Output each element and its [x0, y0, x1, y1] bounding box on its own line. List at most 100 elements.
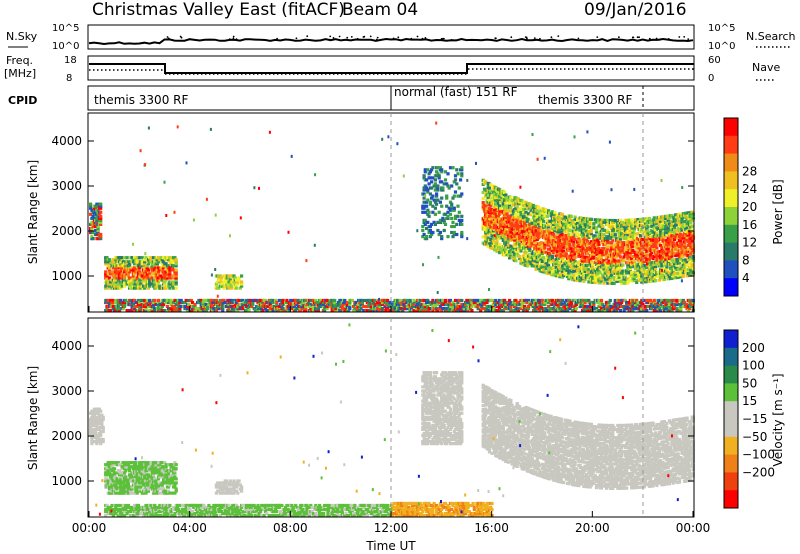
rti-cell — [577, 276, 581, 281]
rti-cell — [592, 304, 596, 309]
rti-cell — [539, 307, 543, 311]
rti-cell — [138, 304, 142, 309]
rti-cell — [353, 307, 357, 311]
rti-cell — [509, 230, 513, 234]
rti-cell — [174, 302, 178, 307]
rti-cell — [563, 241, 567, 246]
rti-cell — [598, 236, 602, 240]
rti-cell — [124, 298, 128, 303]
rti-cell — [304, 307, 308, 311]
rti-cell — [116, 282, 120, 286]
rti-cell — [616, 251, 620, 255]
rti-cell — [299, 300, 303, 305]
rti-cell — [107, 258, 112, 262]
rti-cell — [558, 248, 562, 252]
rti-cell — [501, 309, 505, 313]
rti-cell — [608, 279, 612, 283]
rti-cell — [608, 267, 612, 271]
rti-cell — [156, 307, 161, 311]
rti-cell — [214, 298, 218, 303]
rti-cell — [581, 277, 585, 281]
rti-cell — [675, 298, 679, 303]
rti-cell — [519, 210, 523, 215]
rti-cell — [401, 300, 405, 305]
rti-cell — [183, 307, 187, 311]
rti-cell — [398, 298, 402, 303]
rti-cell — [96, 237, 100, 241]
rti-cell — [650, 307, 654, 311]
rti-cell — [99, 235, 103, 239]
rti-cell — [450, 224, 454, 229]
rti-cell — [547, 229, 551, 233]
rti-cell — [443, 222, 448, 226]
rti-cell — [505, 212, 509, 216]
rti-cell — [256, 309, 260, 313]
rti-cell — [115, 276, 119, 280]
rti-cell — [432, 307, 436, 311]
rti-cell — [91, 210, 95, 214]
rti-cell — [560, 298, 565, 303]
rti-cell — [560, 265, 565, 269]
rti-cell — [148, 272, 152, 276]
rti-cell — [345, 302, 349, 307]
rti-cell — [150, 270, 154, 274]
rti-cell — [256, 300, 260, 305]
rti-cell — [433, 178, 437, 182]
rti-cell — [107, 284, 112, 288]
rti-cell — [117, 302, 122, 307]
rti-cell — [547, 263, 551, 267]
rti-cell — [491, 304, 495, 309]
rti-cell — [630, 302, 634, 307]
rti-cell — [251, 300, 255, 305]
rti-cell — [617, 275, 621, 279]
rti-cell — [511, 211, 515, 215]
rti-cell — [599, 257, 604, 261]
rti-cell — [548, 241, 552, 246]
rti-cell — [675, 309, 679, 313]
rti-cell — [440, 180, 444, 184]
rti-cell — [173, 256, 177, 260]
rti-cell — [206, 307, 210, 311]
rti-cell — [455, 168, 459, 172]
rti-cell — [227, 276, 231, 280]
rti-cell — [156, 260, 161, 264]
rti-cell — [285, 300, 289, 305]
rti-cell — [581, 251, 585, 255]
rti-cell — [579, 263, 583, 267]
rti-cell — [425, 237, 429, 241]
rti-cell — [670, 300, 674, 305]
rti-cell — [552, 273, 556, 277]
rti-cell — [586, 251, 590, 255]
rti-cell — [258, 298, 263, 303]
rti-cell — [164, 266, 168, 270]
rti-cell — [503, 241, 507, 245]
rti-cell — [134, 286, 138, 290]
rti-cell — [237, 276, 241, 280]
rti-cell — [577, 250, 581, 254]
rti-cell — [548, 266, 552, 270]
rti-cell — [567, 248, 571, 252]
rti-cell — [130, 286, 134, 290]
rti-cell — [576, 248, 580, 252]
rti-cell — [130, 300, 134, 305]
rti-cell — [433, 184, 437, 188]
rti-cell — [365, 309, 369, 313]
nsearch-point — [397, 36, 400, 39]
rti-cell — [508, 298, 512, 303]
rti-cell — [573, 245, 577, 250]
rti-cell — [121, 307, 125, 311]
rti-cell — [138, 270, 142, 274]
rti-cell — [529, 219, 533, 223]
rti-cell — [594, 226, 599, 230]
rti-cell — [588, 307, 592, 311]
rti-cell — [340, 307, 344, 311]
rti-cell — [160, 276, 164, 280]
rti-cell — [586, 243, 590, 247]
rti-cell — [559, 224, 563, 228]
rti-cell — [386, 300, 390, 305]
rti-cell — [615, 265, 619, 269]
rti-cell — [530, 264, 534, 268]
rti-cell — [149, 256, 153, 260]
rti-cell — [408, 300, 412, 305]
rti-cell — [521, 216, 526, 220]
